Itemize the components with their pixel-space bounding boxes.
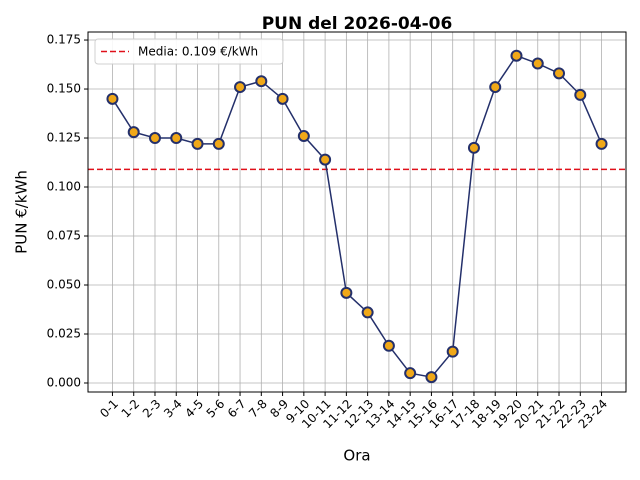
series-line — [111, 54, 603, 378]
y-axis-label: PUN €/kWh — [13, 170, 31, 254]
legend-box — [94, 38, 284, 65]
data-point — [127, 126, 140, 139]
data-point — [106, 92, 119, 105]
data-point — [425, 371, 438, 384]
data-point — [595, 137, 608, 150]
data-point — [170, 132, 183, 145]
data-point — [404, 367, 417, 380]
x-tick-label: 7-8 — [246, 397, 270, 421]
y-tick-label: 0.100 — [47, 180, 81, 194]
x-axis-label: Ora — [343, 447, 370, 465]
x-tick-label: 6-7 — [225, 397, 249, 421]
data-point — [297, 130, 310, 143]
y-tick-label: 0.175 — [47, 33, 81, 47]
x-tick-label: 2-3 — [140, 397, 164, 421]
x-tick-label: 0-1 — [97, 397, 121, 421]
y-tick-label: 0.025 — [47, 326, 81, 340]
data-point — [553, 67, 566, 80]
data-point — [148, 132, 161, 145]
data-point — [212, 137, 225, 150]
data-point — [191, 137, 204, 150]
legend-label: Media: 0.109 €/kWh — [138, 45, 258, 59]
y-tick-label: 0.125 — [47, 131, 81, 145]
x-tick-label: 1-2 — [119, 397, 143, 421]
y-tick-label: 0.000 — [47, 375, 81, 389]
x-tick-label: 3-4 — [161, 397, 185, 421]
data-point — [382, 339, 395, 352]
data-point — [276, 92, 289, 105]
y-tick-label: 0.075 — [47, 229, 81, 243]
data-point — [467, 141, 480, 154]
y-tick-label: 0.050 — [47, 277, 81, 291]
data-point — [361, 306, 374, 319]
chart-title: PUN del 2026-04-06 — [262, 14, 453, 34]
y-tick-label: 0.150 — [47, 82, 81, 96]
data-point — [489, 81, 502, 94]
data-point — [510, 49, 523, 62]
x-tick-label: 4-5 — [182, 397, 206, 421]
plot-frame — [87, 31, 627, 393]
data-point — [574, 88, 587, 101]
data-point — [255, 75, 268, 88]
data-point — [340, 286, 353, 299]
legend: Media: 0.109 €/kWh — [94, 38, 284, 65]
data-point — [234, 81, 247, 94]
data-point — [446, 345, 459, 358]
data-point — [319, 153, 332, 166]
data-point — [531, 57, 544, 70]
x-tick-label: 5-6 — [204, 397, 228, 421]
